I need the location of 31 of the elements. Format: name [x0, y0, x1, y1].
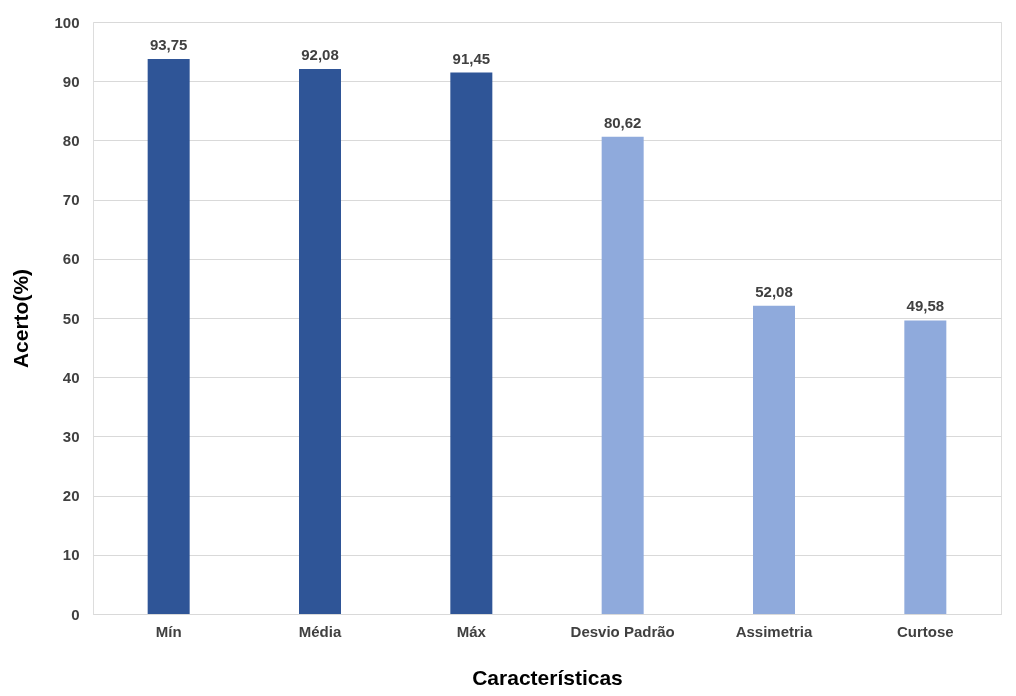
- y-tick-label: 100: [54, 13, 80, 31]
- bar: [450, 72, 493, 614]
- y-tick-label: 50: [62, 309, 80, 327]
- data-label: 92,08: [301, 45, 339, 63]
- y-tick-label: 60: [62, 250, 80, 268]
- x-tick-label: Assimetria: [735, 622, 813, 640]
- y-tick-label: 20: [62, 487, 80, 505]
- y-tick-label: 0: [71, 605, 80, 623]
- y-tick-label: 70: [62, 191, 80, 209]
- y-tick-label: 80: [62, 131, 80, 149]
- bar: [147, 59, 190, 614]
- x-tick-label: Curtose: [896, 622, 954, 640]
- x-tick-label: Mín: [155, 622, 182, 640]
- data-label: 52,08: [755, 282, 793, 300]
- data-label: 93,75: [149, 36, 188, 53]
- y-tick-label: 40: [62, 368, 80, 386]
- data-label: 49,58: [906, 297, 945, 315]
- x-tick-label: Desvio Padrão: [570, 622, 675, 640]
- x-tick-label: Média: [298, 622, 342, 640]
- x-axis-title: Características: [472, 665, 623, 689]
- y-tick-label: 10: [62, 546, 80, 564]
- y-axis-title: Acerto(%): [9, 268, 33, 369]
- x-tick-label: Máx: [456, 622, 487, 640]
- bar: [601, 136, 644, 614]
- data-label: 91,45: [452, 49, 491, 67]
- bar: [299, 68, 341, 614]
- bar: [904, 320, 947, 614]
- bar: [753, 305, 795, 614]
- y-tick-label: 30: [62, 427, 80, 445]
- y-tick-label: 90: [62, 72, 80, 90]
- data-label: 80,62: [603, 113, 642, 131]
